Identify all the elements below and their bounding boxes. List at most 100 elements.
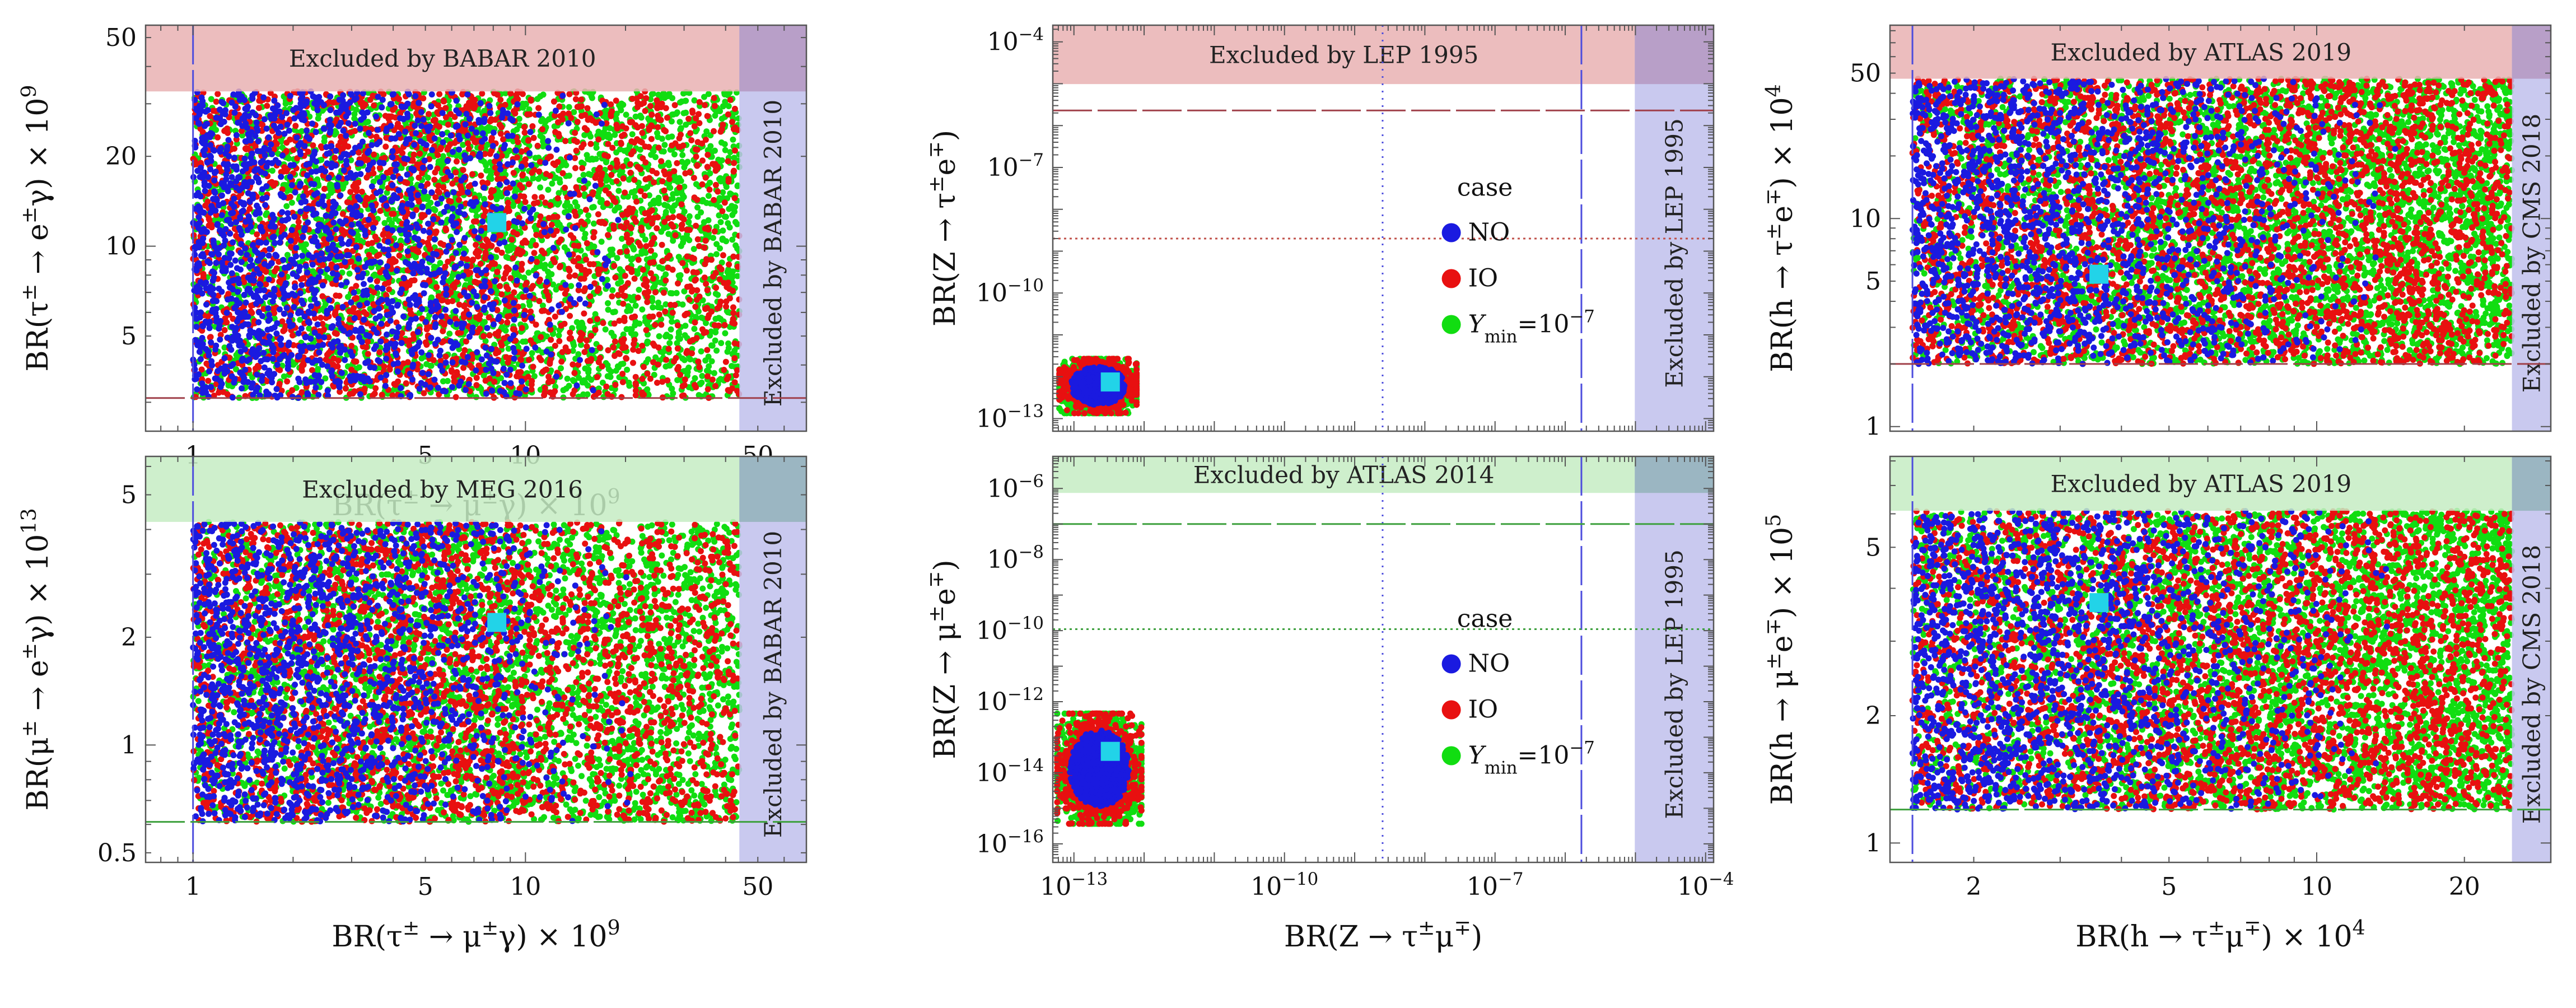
scatter-point-IO: [596, 344, 603, 351]
scatter-point-IO: [528, 97, 534, 104]
scatter-point-Ymin: [446, 330, 453, 337]
scatter-point-IO: [579, 165, 586, 171]
scatter-point-IO: [638, 227, 645, 234]
scatter-point-Ymin: [651, 200, 657, 207]
scatter-point-Ymin: [302, 241, 309, 248]
scatter-point-IO: [666, 176, 673, 183]
scatter-point-IO: [677, 371, 683, 378]
scatter-point-IO: [559, 349, 566, 356]
scatter-point-IO: [647, 102, 654, 109]
scatter-point-IO: [696, 99, 703, 105]
scatter-point-IO: [498, 291, 505, 298]
scatter-point-Ymin: [525, 269, 532, 276]
scatter-point-IO: [584, 105, 591, 111]
scatter-point-Ymin: [553, 286, 559, 293]
scatter-point-IO: [674, 322, 681, 329]
scatter-point-IO: [692, 319, 698, 326]
scatter-point-Ymin: [710, 235, 716, 241]
scatter-point-Ymin: [729, 212, 736, 218]
scatter-point-IO: [580, 185, 587, 192]
scatter-point-Ymin: [598, 239, 605, 245]
scatter-point-Ymin: [607, 374, 614, 380]
scatter-point-Ymin: [384, 211, 390, 217]
scatter-point-Ymin: [621, 147, 628, 154]
scatter-point-IO: [642, 108, 648, 114]
scatter-point-Ymin: [351, 111, 358, 118]
scatter-point-Ymin: [535, 175, 542, 182]
scatter-point-Ymin: [618, 278, 624, 285]
scatter-point-IO: [595, 211, 601, 218]
scatter-point-Ymin: [665, 134, 671, 141]
scatter-point-IO: [535, 105, 542, 111]
scatter-point-IO: [647, 270, 654, 277]
scatter-point-IO: [716, 264, 723, 270]
scatter-point-IO: [363, 311, 370, 318]
scatter-point-Ymin: [556, 176, 563, 183]
scatter-point-IO: [547, 202, 554, 208]
scatter-point-Ymin: [669, 208, 676, 214]
scatter-point-Ymin: [716, 315, 722, 321]
scatter-point-Ymin: [612, 132, 618, 138]
scatter-point-Ymin: [614, 255, 620, 262]
scatter-point-Ymin: [473, 213, 480, 220]
scatter-point-Ymin: [592, 156, 599, 162]
scatter-point-IO: [615, 292, 622, 298]
scatter-point-IO: [694, 236, 701, 242]
scatter-point-IO: [578, 96, 585, 103]
scatter-point-Ymin: [526, 302, 533, 309]
scatter-point-Ymin: [574, 203, 581, 210]
scatter-point-IO: [531, 200, 537, 207]
scatter-point-Ymin: [684, 158, 691, 165]
scatter-point-Ymin: [589, 204, 596, 211]
scatter-point-Ymin: [662, 271, 669, 278]
scatter-point-Ymin: [718, 340, 725, 347]
scatter-point-IO: [731, 105, 738, 112]
scatter-point-Ymin: [473, 394, 479, 400]
scatter-point-IO: [584, 240, 590, 246]
scatter-point-IO: [636, 240, 642, 246]
scatter-point-Ymin: [680, 110, 687, 116]
scatter-point-IO: [712, 382, 718, 389]
scatter-point-Ymin: [659, 136, 665, 142]
scatter-point-Ymin: [721, 91, 728, 97]
scatter-point-Ymin: [221, 344, 228, 351]
scatter-point-IO: [207, 113, 213, 119]
scatter-point-IO: [731, 160, 738, 166]
scatter-point-IO: [661, 187, 668, 194]
scatter-point-Ymin: [699, 372, 706, 379]
scatter-point-IO: [590, 234, 597, 241]
scatter-point-Ymin: [566, 172, 572, 179]
scatter-point-Ymin: [284, 251, 291, 258]
scatter-point-IO: [694, 197, 701, 203]
scatter-point-IO: [671, 302, 678, 309]
scatter-point-IO: [703, 281, 710, 287]
scatter-point-IO: [704, 373, 711, 380]
scatter-point-IO: [302, 213, 309, 220]
scatter-point-Ymin: [667, 334, 674, 340]
scatter-point-IO: [362, 202, 368, 208]
scatter-point-IO: [704, 287, 711, 293]
scatter-point-Ymin: [281, 373, 287, 380]
scatter-point-Ymin: [576, 375, 582, 381]
scatter-point-IO: [452, 394, 459, 400]
scatter-point-IO: [494, 91, 501, 98]
scatter-point-IO: [432, 230, 439, 236]
scatter-point-IO: [326, 99, 333, 105]
scatter-point-Ymin: [674, 377, 681, 384]
scatter-point-IO: [510, 255, 516, 262]
scatter-point-IO: [702, 225, 708, 232]
scatter-point-IO: [543, 288, 549, 295]
scatter-point-Ymin: [620, 101, 627, 108]
scatter-point-Ymin: [638, 248, 645, 255]
scatter-point-Ymin: [556, 190, 562, 197]
scatter-point-Ymin: [727, 190, 734, 197]
scatter-point-Ymin: [587, 133, 594, 140]
scatter-point-Ymin: [552, 384, 559, 390]
scatter-point-IO: [525, 181, 532, 188]
scatter-point-IO: [292, 123, 299, 129]
scatter-points: [190, 88, 743, 402]
scatter-point-IO: [704, 164, 711, 170]
scatter-point-IO: [648, 241, 655, 248]
scatter-point-Ymin: [632, 302, 639, 309]
scatter-point-Ymin: [435, 158, 442, 165]
